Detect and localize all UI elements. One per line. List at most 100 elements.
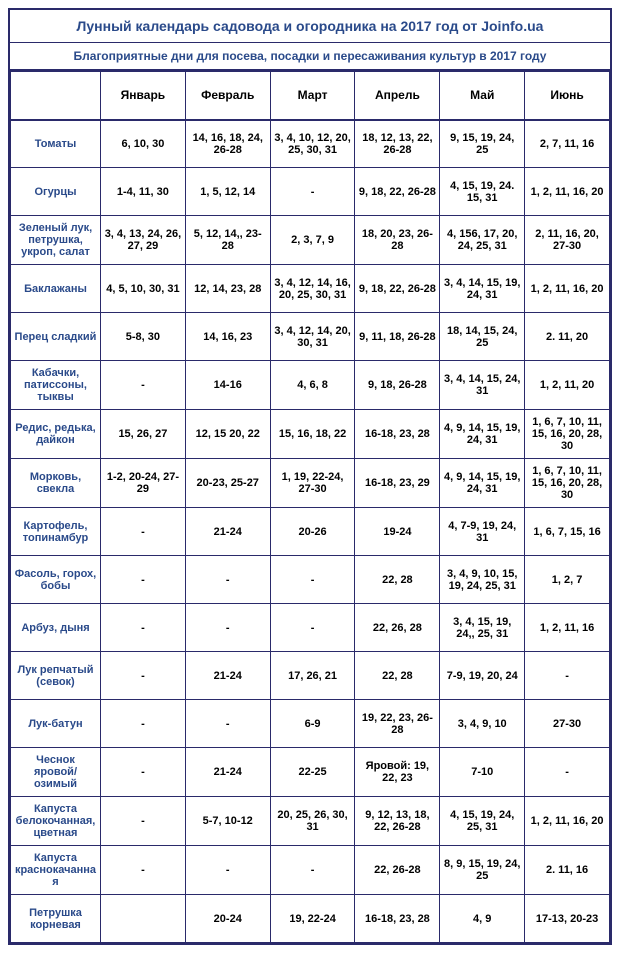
table-row: Редис, редька, дайкон15, 26, 2712, 15 20… — [11, 410, 610, 459]
row-name: Редис, редька, дайкон — [11, 410, 101, 459]
row-name: Перец сладкий — [11, 313, 101, 361]
row-name: Капуста белокочанная, цветная — [11, 797, 101, 846]
cell: 4, 9, 14, 15, 19, 24, 31 — [440, 459, 525, 508]
cell: - — [185, 846, 270, 895]
row-name: Томаты — [11, 120, 101, 168]
table-row: Арбуз, дыня---22, 26, 283, 4, 15, 19, 24… — [11, 604, 610, 652]
col-may: Май — [440, 72, 525, 120]
cell: 1, 6, 7, 15, 16 — [525, 508, 610, 556]
cell: 16-18, 23, 28 — [355, 895, 440, 943]
cell: 12, 14, 23, 28 — [185, 265, 270, 313]
col-blank — [11, 72, 101, 120]
cell: - — [525, 652, 610, 700]
cell: - — [101, 556, 186, 604]
row-name: Картофель, топинамбур — [11, 508, 101, 556]
table-row: Баклажаны4, 5, 10, 30, 3112, 14, 23, 283… — [11, 265, 610, 313]
cell: 7-10 — [440, 748, 525, 797]
cell: 4, 6, 8 — [270, 361, 355, 410]
table-body: Томаты6, 10, 3014, 16, 18, 24, 26-283, 4… — [11, 120, 610, 943]
cell: 27-30 — [525, 700, 610, 748]
cell: 4, 156, 17, 20, 24, 25, 31 — [440, 216, 525, 265]
cell: 3, 4, 15, 19, 24,, 25, 31 — [440, 604, 525, 652]
cell: 1, 5, 12, 14 — [185, 168, 270, 216]
cell: 1-4, 11, 30 — [101, 168, 186, 216]
cell: 1, 6, 7, 10, 11, 15, 16, 20, 28, 30 — [525, 410, 610, 459]
cell: 2, 3, 7, 9 — [270, 216, 355, 265]
cell: - — [525, 748, 610, 797]
cell: 6, 10, 30 — [101, 120, 186, 168]
cell: - — [270, 556, 355, 604]
cell: 6-9 — [270, 700, 355, 748]
calendar-table: Январь Февраль Март Апрель Май Июнь Тома… — [10, 71, 610, 943]
cell: 2, 7, 11, 16 — [525, 120, 610, 168]
col-jan: Январь — [101, 72, 186, 120]
cell: 14-16 — [185, 361, 270, 410]
table-row: Зеленый лук, петрушка, укроп, салат3, 4,… — [11, 216, 610, 265]
cell: 17-13, 20-23 — [525, 895, 610, 943]
table-row: Фасоль, горох, бобы---22, 283, 4, 9, 10,… — [11, 556, 610, 604]
cell: 9, 15, 19, 24, 25 — [440, 120, 525, 168]
cell: 3, 4, 10, 12, 20, 25, 30, 31 — [270, 120, 355, 168]
cell: 4, 5, 10, 30, 31 — [101, 265, 186, 313]
cell: 1, 2, 11, 16 — [525, 604, 610, 652]
cell: 3, 4, 9, 10, 15, 19, 24, 25, 31 — [440, 556, 525, 604]
row-name: Огурцы — [11, 168, 101, 216]
cell: 16-18, 23, 28 — [355, 410, 440, 459]
cell: 4, 15, 19, 24, 25, 31 — [440, 797, 525, 846]
cell: 20-26 — [270, 508, 355, 556]
cell: 8, 9, 15, 19, 24, 25 — [440, 846, 525, 895]
cell: - — [101, 748, 186, 797]
cell: - — [101, 797, 186, 846]
cell: 4, 9, 14, 15, 19, 24, 31 — [440, 410, 525, 459]
cell: 3, 4, 9, 10 — [440, 700, 525, 748]
cell: 5-8, 30 — [101, 313, 186, 361]
cell: 9, 18, 26-28 — [355, 361, 440, 410]
cell: - — [270, 604, 355, 652]
cell: 1, 6, 7, 10, 11, 15, 16, 20, 28, 30 — [525, 459, 610, 508]
cell: 20, 25, 26, 30, 31 — [270, 797, 355, 846]
row-name: Морковь, свекла — [11, 459, 101, 508]
cell: 1, 2, 7 — [525, 556, 610, 604]
cell: - — [101, 652, 186, 700]
cell: 9, 11, 18, 26-28 — [355, 313, 440, 361]
cell: 1, 2, 11, 16, 20 — [525, 265, 610, 313]
col-feb: Февраль — [185, 72, 270, 120]
cell: 18, 14, 15, 24, 25 — [440, 313, 525, 361]
table-row: Огурцы1-4, 11, 301, 5, 12, 14-9, 18, 22,… — [11, 168, 610, 216]
cell: - — [101, 604, 186, 652]
cell: 20-23, 25-27 — [185, 459, 270, 508]
cell: - — [101, 846, 186, 895]
cell: 3, 4, 12, 14, 16, 20, 25, 30, 31 — [270, 265, 355, 313]
row-name: Петрушка корневая — [11, 895, 101, 943]
cell: 22, 26, 28 — [355, 604, 440, 652]
cell: 9, 18, 22, 26-28 — [355, 265, 440, 313]
row-name: Баклажаны — [11, 265, 101, 313]
page-subtitle: Благоприятные дни для посева, посадки и … — [10, 43, 610, 71]
cell: 9, 18, 22, 26-28 — [355, 168, 440, 216]
cell: 16-18, 23, 29 — [355, 459, 440, 508]
cell: 1, 2, 11, 16, 20 — [525, 797, 610, 846]
row-name: Зеленый лук, петрушка, укроп, салат — [11, 216, 101, 265]
cell: 17, 26, 21 — [270, 652, 355, 700]
cell: - — [101, 361, 186, 410]
page-title: Лунный календарь садовода и огородника н… — [10, 10, 610, 43]
cell: 7-9, 19, 20, 24 — [440, 652, 525, 700]
cell: 21-24 — [185, 652, 270, 700]
cell: 19, 22-24 — [270, 895, 355, 943]
cell: 20-24 — [185, 895, 270, 943]
cell: Яровой: 19, 22, 23 — [355, 748, 440, 797]
cell: 4, 15, 19, 24. 15, 31 — [440, 168, 525, 216]
cell: 3, 4, 12, 14, 20, 30, 31 — [270, 313, 355, 361]
cell: - — [185, 556, 270, 604]
table-row: Капуста белокочанная, цветная-5-7, 10-12… — [11, 797, 610, 846]
table-row: Морковь, свекла1-2, 20-24, 27-2920-23, 2… — [11, 459, 610, 508]
table-row: Кабачки, патиссоны, тыквы-14-164, 6, 89,… — [11, 361, 610, 410]
table-row: Картофель, топинамбур-21-2420-2619-244, … — [11, 508, 610, 556]
cell: - — [101, 700, 186, 748]
cell: 3, 4, 14, 15, 19, 24, 31 — [440, 265, 525, 313]
cell: 3, 4, 14, 15, 24, 31 — [440, 361, 525, 410]
calendar-container: Лунный календарь садовода и огородника н… — [8, 8, 612, 945]
table-row: Лук-батун--6-919, 22, 23, 26-283, 4, 9, … — [11, 700, 610, 748]
cell: 22, 26-28 — [355, 846, 440, 895]
cell: - — [101, 508, 186, 556]
